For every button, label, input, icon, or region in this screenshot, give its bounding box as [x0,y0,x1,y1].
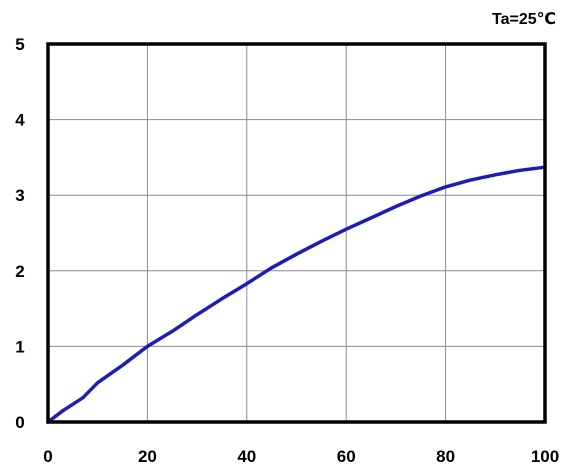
y-tick-labels: 0 1 2 3 4 5 [15,35,25,432]
y-tick-label-4: 4 [15,111,25,130]
x-tick-label-80: 80 [436,447,455,466]
x-tick-label-40: 40 [237,447,256,466]
y-tick-label-3: 3 [15,186,24,205]
series-lines [46,165,547,424]
x-tick-label-60: 60 [337,447,356,466]
temperature-annotation: Ta=25℃ [492,11,556,28]
x-tick-labels: 0 20 40 60 80 100 [43,447,559,466]
series-line-0 [46,165,547,424]
x-tick-label-20: 20 [138,447,157,466]
y-tick-label-2: 2 [15,262,24,281]
x-tick-label-0: 0 [43,447,52,466]
y-tick-label-1: 1 [15,337,24,356]
grid-lines [48,44,545,422]
y-tick-label-5: 5 [15,35,24,54]
plot-frame [46,42,547,424]
y-tick-label-0: 0 [15,413,24,432]
x-tick-label-100: 100 [531,447,559,466]
